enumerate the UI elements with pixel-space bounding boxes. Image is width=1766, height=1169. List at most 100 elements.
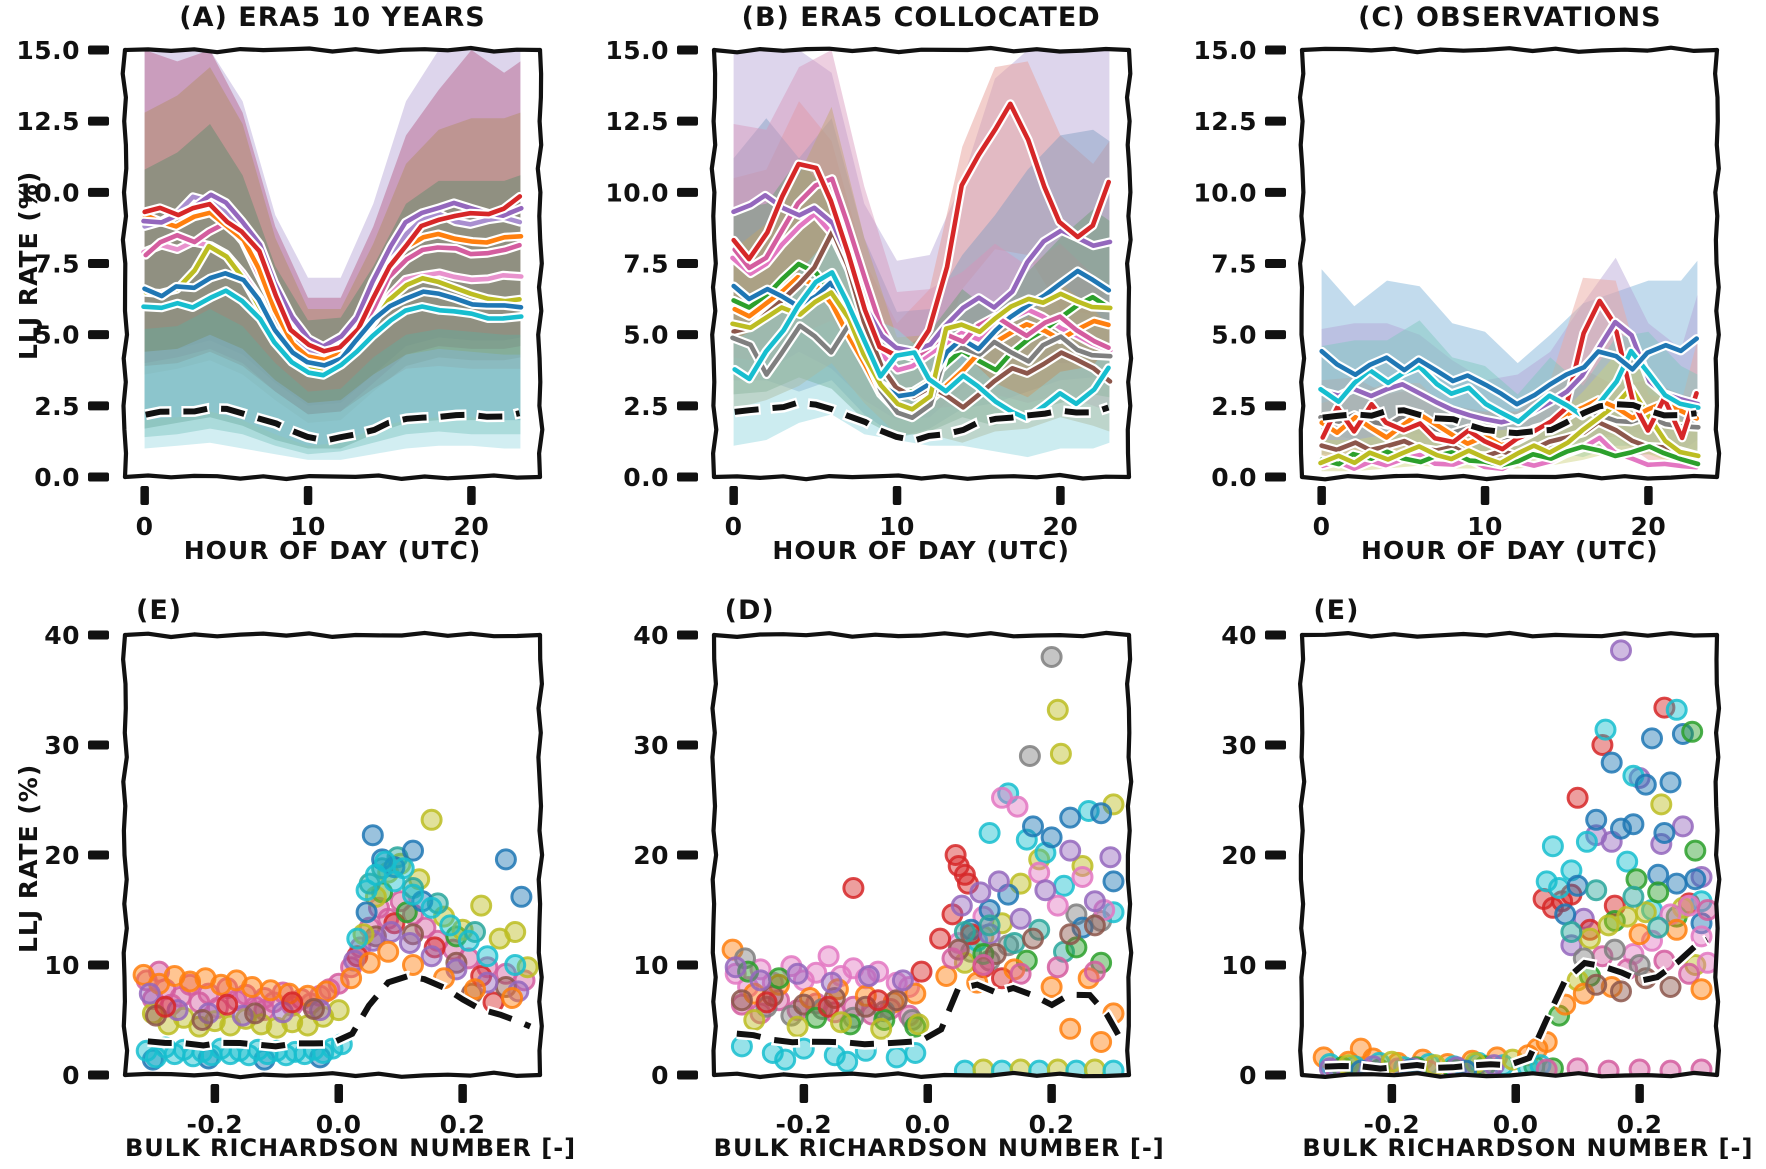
mean-dashed-line <box>1325 936 1709 1072</box>
confidence-bands <box>144 50 521 460</box>
svg-text:-0.2: -0.2 <box>775 1110 832 1139</box>
x-axis-ticks: -0.2 0.0 0.2 <box>186 1084 485 1139</box>
mean-dashed-line <box>147 973 532 1050</box>
axes: 0 10 20 0.0 2.5 5.0 7.5 10.0 12.5 15.0 <box>1194 36 1722 541</box>
svg-text:0.0: 0.0 <box>316 1110 362 1139</box>
panel-scatter-d: -0.2 0.0 0.2 0 10 20 30 40 (D) BULK RICHARDSON … <box>589 585 1178 1169</box>
svg-text:10.0: 10.0 <box>16 178 80 207</box>
svg-text:30: 30 <box>1222 731 1258 760</box>
richardson-scatter-e-right-chart: -0.2 0.0 0.2 0 10 20 30 40 <box>1222 621 1722 1139</box>
panel-title: (A) ERA5 10 YEARS <box>179 2 486 33</box>
mean-dashed-line <box>736 981 1122 1048</box>
svg-text:0: 0 <box>724 512 742 541</box>
svg-text:40: 40 <box>1222 621 1258 650</box>
svg-text:0.0: 0.0 <box>623 463 669 492</box>
line-gray <box>729 322 1113 420</box>
x-axis-ticks: 0 10 20 <box>724 486 1078 541</box>
svg-text:30: 30 <box>633 731 669 760</box>
era5-collocated-chart: 0 10 20 0.0 2.5 5.0 7.5 10.0 12.5 15.0 <box>605 36 1133 541</box>
y-axis-ticks: 0 10 20 30 40 <box>1222 621 1287 1090</box>
axes: 0 10 20 0.0 2.5 5.0 7.5 10.0 12.5 15.0 <box>16 36 545 541</box>
svg-text:5.0: 5.0 <box>1212 321 1258 350</box>
panel-observations: 0 10 20 0.0 2.5 5.0 7.5 10.0 12.5 15.0 (C) OBSERV… <box>1177 0 1766 585</box>
svg-text:7.5: 7.5 <box>1212 250 1258 279</box>
svg-text:12.5: 12.5 <box>16 107 80 136</box>
line-orange <box>142 210 524 363</box>
svg-text:10.0: 10.0 <box>1194 178 1258 207</box>
line-red <box>731 101 1111 359</box>
axes: 0 10 20 0.0 2.5 5.0 7.5 10.0 12.5 15.0 <box>605 36 1133 541</box>
svg-text:12.5: 12.5 <box>1194 107 1258 136</box>
svg-text:20: 20 <box>1222 841 1258 870</box>
scatter-points <box>132 808 539 1071</box>
svg-text:0.0: 0.0 <box>904 1110 950 1139</box>
line-cyan <box>732 270 1111 421</box>
plot-area <box>132 808 539 1071</box>
svg-text:10: 10 <box>290 512 326 541</box>
line-blue <box>142 271 524 368</box>
y-axis-ticks: 0.0 2.5 5.0 7.5 10.0 12.5 15.0 <box>1194 36 1287 492</box>
plot-area <box>1313 639 1718 1075</box>
svg-text:0: 0 <box>62 1061 80 1090</box>
svg-text:0.0: 0.0 <box>34 463 80 492</box>
svg-text:15.0: 15.0 <box>16 36 80 65</box>
x-axis-label: HOUR OF DAY (UTC) <box>1361 536 1659 565</box>
y-axis-label: LLJ RATE (%) <box>14 170 43 360</box>
x-axis-label: BULK RICHARDSON NUMBER [-] <box>125 1134 577 1162</box>
station-lines <box>139 190 526 380</box>
panel-scatter-e-right: -0.2 0.0 0.2 0 10 20 30 40 (E) BULK RICHARDSON … <box>1177 585 1766 1169</box>
station-lines <box>727 99 1115 423</box>
svg-text:10.0: 10.0 <box>605 178 669 207</box>
line-magenta <box>732 176 1111 361</box>
plot-area <box>1316 257 1704 474</box>
svg-text:7.5: 7.5 <box>623 250 669 279</box>
scatter-points <box>721 646 1125 1075</box>
y-axis-ticks: 0.0 2.5 5.0 7.5 10.0 12.5 15.0 <box>605 36 698 492</box>
richardson-scatter-d-chart: -0.2 0.0 0.2 0 10 20 30 40 <box>633 621 1133 1139</box>
line-cyan <box>141 288 524 378</box>
svg-text:5.0: 5.0 <box>34 321 80 350</box>
richardson-scatter-e-left-chart: -0.2 0.0 0.2 0 10 20 30 40 <box>44 621 545 1139</box>
y-axis-ticks: 0 10 20 30 40 <box>44 621 109 1090</box>
svg-text:12.5: 12.5 <box>605 107 669 136</box>
svg-text:0.2: 0.2 <box>1617 1110 1663 1139</box>
line-green <box>1319 444 1701 468</box>
svg-text:0.2: 0.2 <box>440 1110 486 1139</box>
svg-text:20: 20 <box>44 841 80 870</box>
svg-text:0.2: 0.2 <box>1028 1110 1074 1139</box>
x-axis-label: BULK RICHARDSON NUMBER [-] <box>1302 1134 1754 1162</box>
axes: -0.2 0.0 0.2 0 10 20 30 40 <box>1222 621 1722 1139</box>
svg-text:20: 20 <box>633 841 669 870</box>
svg-text:-0.2: -0.2 <box>186 1110 243 1139</box>
panel-era5-10years: 0 10 20 0.0 2.5 5.0 7.5 10.0 12.5 15.0 (A) ERA5 1… <box>0 0 589 585</box>
svg-text:30: 30 <box>44 731 80 760</box>
plot-area <box>139 50 526 460</box>
line-red <box>142 194 523 354</box>
svg-text:15.0: 15.0 <box>1194 36 1258 65</box>
x-axis-label: BULK RICHARDSON NUMBER [-] <box>713 1134 1165 1162</box>
line-blue <box>1319 336 1700 407</box>
svg-text:10: 10 <box>44 951 80 980</box>
scatter-points <box>1313 639 1718 1075</box>
panel-title: (C) OBSERVATIONS <box>1358 2 1662 33</box>
svg-text:10: 10 <box>879 512 915 541</box>
svg-text:10: 10 <box>1222 951 1258 980</box>
svg-text:10: 10 <box>633 951 669 980</box>
svg-text:40: 40 <box>633 621 669 650</box>
y-axis-ticks: 0.0 2.5 5.0 7.5 10.0 12.5 15.0 <box>16 36 109 492</box>
svg-text:40: 40 <box>44 621 80 650</box>
svg-text:0: 0 <box>136 512 154 541</box>
x-axis-ticks: -0.2 0.0 0.2 <box>1364 1084 1663 1139</box>
svg-text:7.5: 7.5 <box>34 250 80 279</box>
observations-chart: 0 10 20 0.0 2.5 5.0 7.5 10.0 12.5 15.0 <box>1194 36 1722 541</box>
plot-area <box>721 646 1125 1075</box>
svg-text:0.0: 0.0 <box>1212 463 1258 492</box>
svg-text:2.5: 2.5 <box>623 392 669 421</box>
mean-dashed-line <box>734 399 1110 444</box>
x-axis-label: HOUR OF DAY (UTC) <box>772 536 1070 565</box>
svg-text:0: 0 <box>1239 1061 1257 1090</box>
plot-area <box>727 50 1115 458</box>
panel-title: (B) ERA5 COLLOCATED <box>741 2 1101 33</box>
svg-text:20: 20 <box>1042 512 1078 541</box>
